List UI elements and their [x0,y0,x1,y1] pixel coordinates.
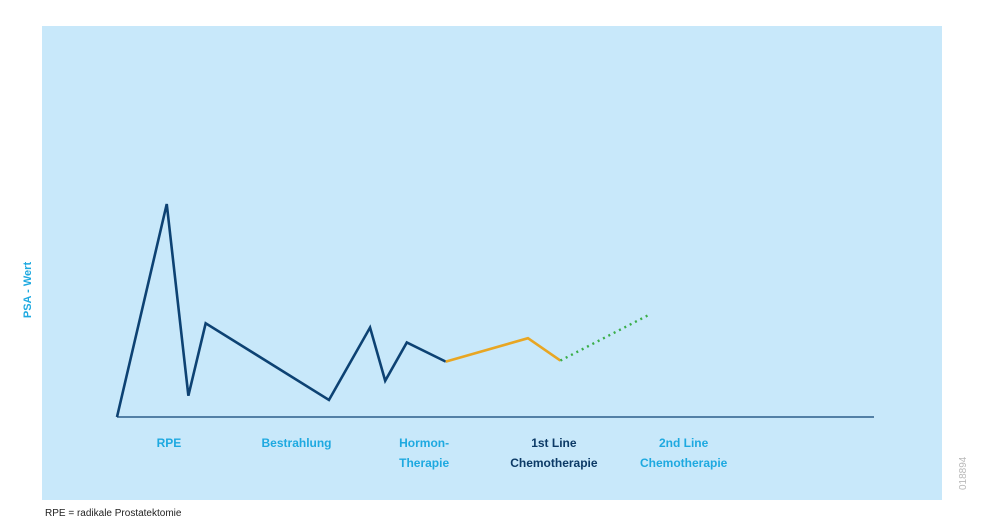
phase-label-1: RPE [156,436,182,450]
footnote: RPE = radikale Prostatektomie [45,508,182,519]
series-line-1 [115,203,447,418]
chart-svg [115,203,874,418]
series-line-3 [559,313,650,362]
image-code: 018894 [958,456,969,490]
phase-label-5: 2nd Line Chemotherapie [639,436,728,470]
phase-label-2: Bestrahlung [261,436,332,450]
chart-panel [42,26,942,500]
phase-label-3: Hormon- Therapie [399,436,450,470]
phase-label-4: 1st Line Chemotherapie [510,436,598,470]
series-line-2 [445,336,562,363]
y-axis-label: PSA - Wert [22,261,34,319]
